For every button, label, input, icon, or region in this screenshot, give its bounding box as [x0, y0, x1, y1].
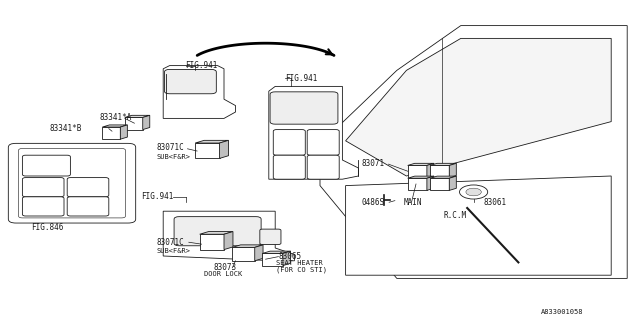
Polygon shape — [408, 165, 427, 178]
Text: SEAT HEATER: SEAT HEATER — [276, 260, 323, 266]
Text: R.C.M: R.C.M — [444, 212, 467, 220]
FancyBboxPatch shape — [67, 178, 109, 197]
Text: 83065: 83065 — [278, 252, 301, 261]
Polygon shape — [449, 163, 456, 178]
Polygon shape — [255, 245, 263, 261]
Text: 83341*B: 83341*B — [50, 124, 83, 133]
Text: 83071C: 83071C — [157, 238, 184, 247]
Polygon shape — [125, 117, 143, 130]
Polygon shape — [232, 245, 263, 247]
FancyBboxPatch shape — [174, 217, 261, 246]
Polygon shape — [143, 115, 150, 130]
Text: FIG.941: FIG.941 — [186, 61, 218, 70]
Polygon shape — [195, 140, 228, 143]
Polygon shape — [220, 140, 228, 158]
Text: 83071C: 83071C — [157, 143, 184, 152]
Polygon shape — [200, 232, 233, 234]
Polygon shape — [163, 211, 294, 261]
Polygon shape — [200, 234, 224, 250]
Polygon shape — [346, 176, 611, 275]
Text: (FOR CO STI): (FOR CO STI) — [276, 266, 328, 273]
FancyBboxPatch shape — [273, 155, 305, 179]
FancyBboxPatch shape — [8, 143, 136, 223]
FancyBboxPatch shape — [270, 92, 338, 124]
Text: SUB<F&R>: SUB<F&R> — [157, 248, 191, 254]
Text: FIG.941: FIG.941 — [141, 192, 173, 201]
Polygon shape — [408, 163, 434, 165]
Text: FIG.846: FIG.846 — [31, 223, 63, 232]
Circle shape — [460, 185, 488, 199]
Polygon shape — [262, 253, 283, 266]
FancyBboxPatch shape — [19, 148, 125, 218]
Text: FIG.941: FIG.941 — [285, 74, 317, 83]
Text: 0486S: 0486S — [362, 198, 385, 207]
FancyBboxPatch shape — [22, 155, 70, 176]
Polygon shape — [408, 176, 434, 178]
Circle shape — [466, 188, 481, 196]
Polygon shape — [232, 247, 255, 261]
Text: 83071: 83071 — [362, 159, 385, 168]
Polygon shape — [430, 178, 449, 190]
Polygon shape — [269, 86, 358, 179]
FancyBboxPatch shape — [67, 197, 109, 216]
Polygon shape — [430, 163, 456, 165]
Polygon shape — [163, 66, 236, 118]
Polygon shape — [320, 26, 627, 278]
FancyBboxPatch shape — [164, 69, 216, 94]
FancyBboxPatch shape — [307, 155, 339, 179]
Text: A833001058: A833001058 — [541, 309, 583, 315]
Polygon shape — [283, 251, 291, 266]
Polygon shape — [427, 176, 434, 190]
Polygon shape — [262, 251, 291, 253]
FancyBboxPatch shape — [22, 178, 64, 197]
Polygon shape — [120, 125, 127, 139]
Text: 83341*A: 83341*A — [99, 113, 132, 122]
Polygon shape — [125, 115, 150, 117]
Polygon shape — [102, 127, 120, 139]
Polygon shape — [224, 232, 233, 250]
Text: DOOR LOCK: DOOR LOCK — [204, 271, 242, 277]
FancyBboxPatch shape — [307, 130, 339, 155]
Polygon shape — [427, 163, 434, 178]
Text: MAIN: MAIN — [403, 198, 422, 207]
Polygon shape — [195, 143, 220, 158]
Polygon shape — [430, 176, 456, 178]
Polygon shape — [408, 178, 427, 190]
Text: 83061: 83061 — [483, 198, 506, 207]
Polygon shape — [449, 176, 456, 190]
Polygon shape — [430, 165, 449, 178]
Text: SUB<F&R>: SUB<F&R> — [157, 155, 191, 160]
Text: 83073: 83073 — [213, 263, 236, 272]
Polygon shape — [346, 38, 611, 176]
FancyBboxPatch shape — [260, 229, 281, 244]
FancyBboxPatch shape — [273, 130, 305, 155]
FancyBboxPatch shape — [22, 197, 64, 216]
Polygon shape — [102, 125, 127, 127]
